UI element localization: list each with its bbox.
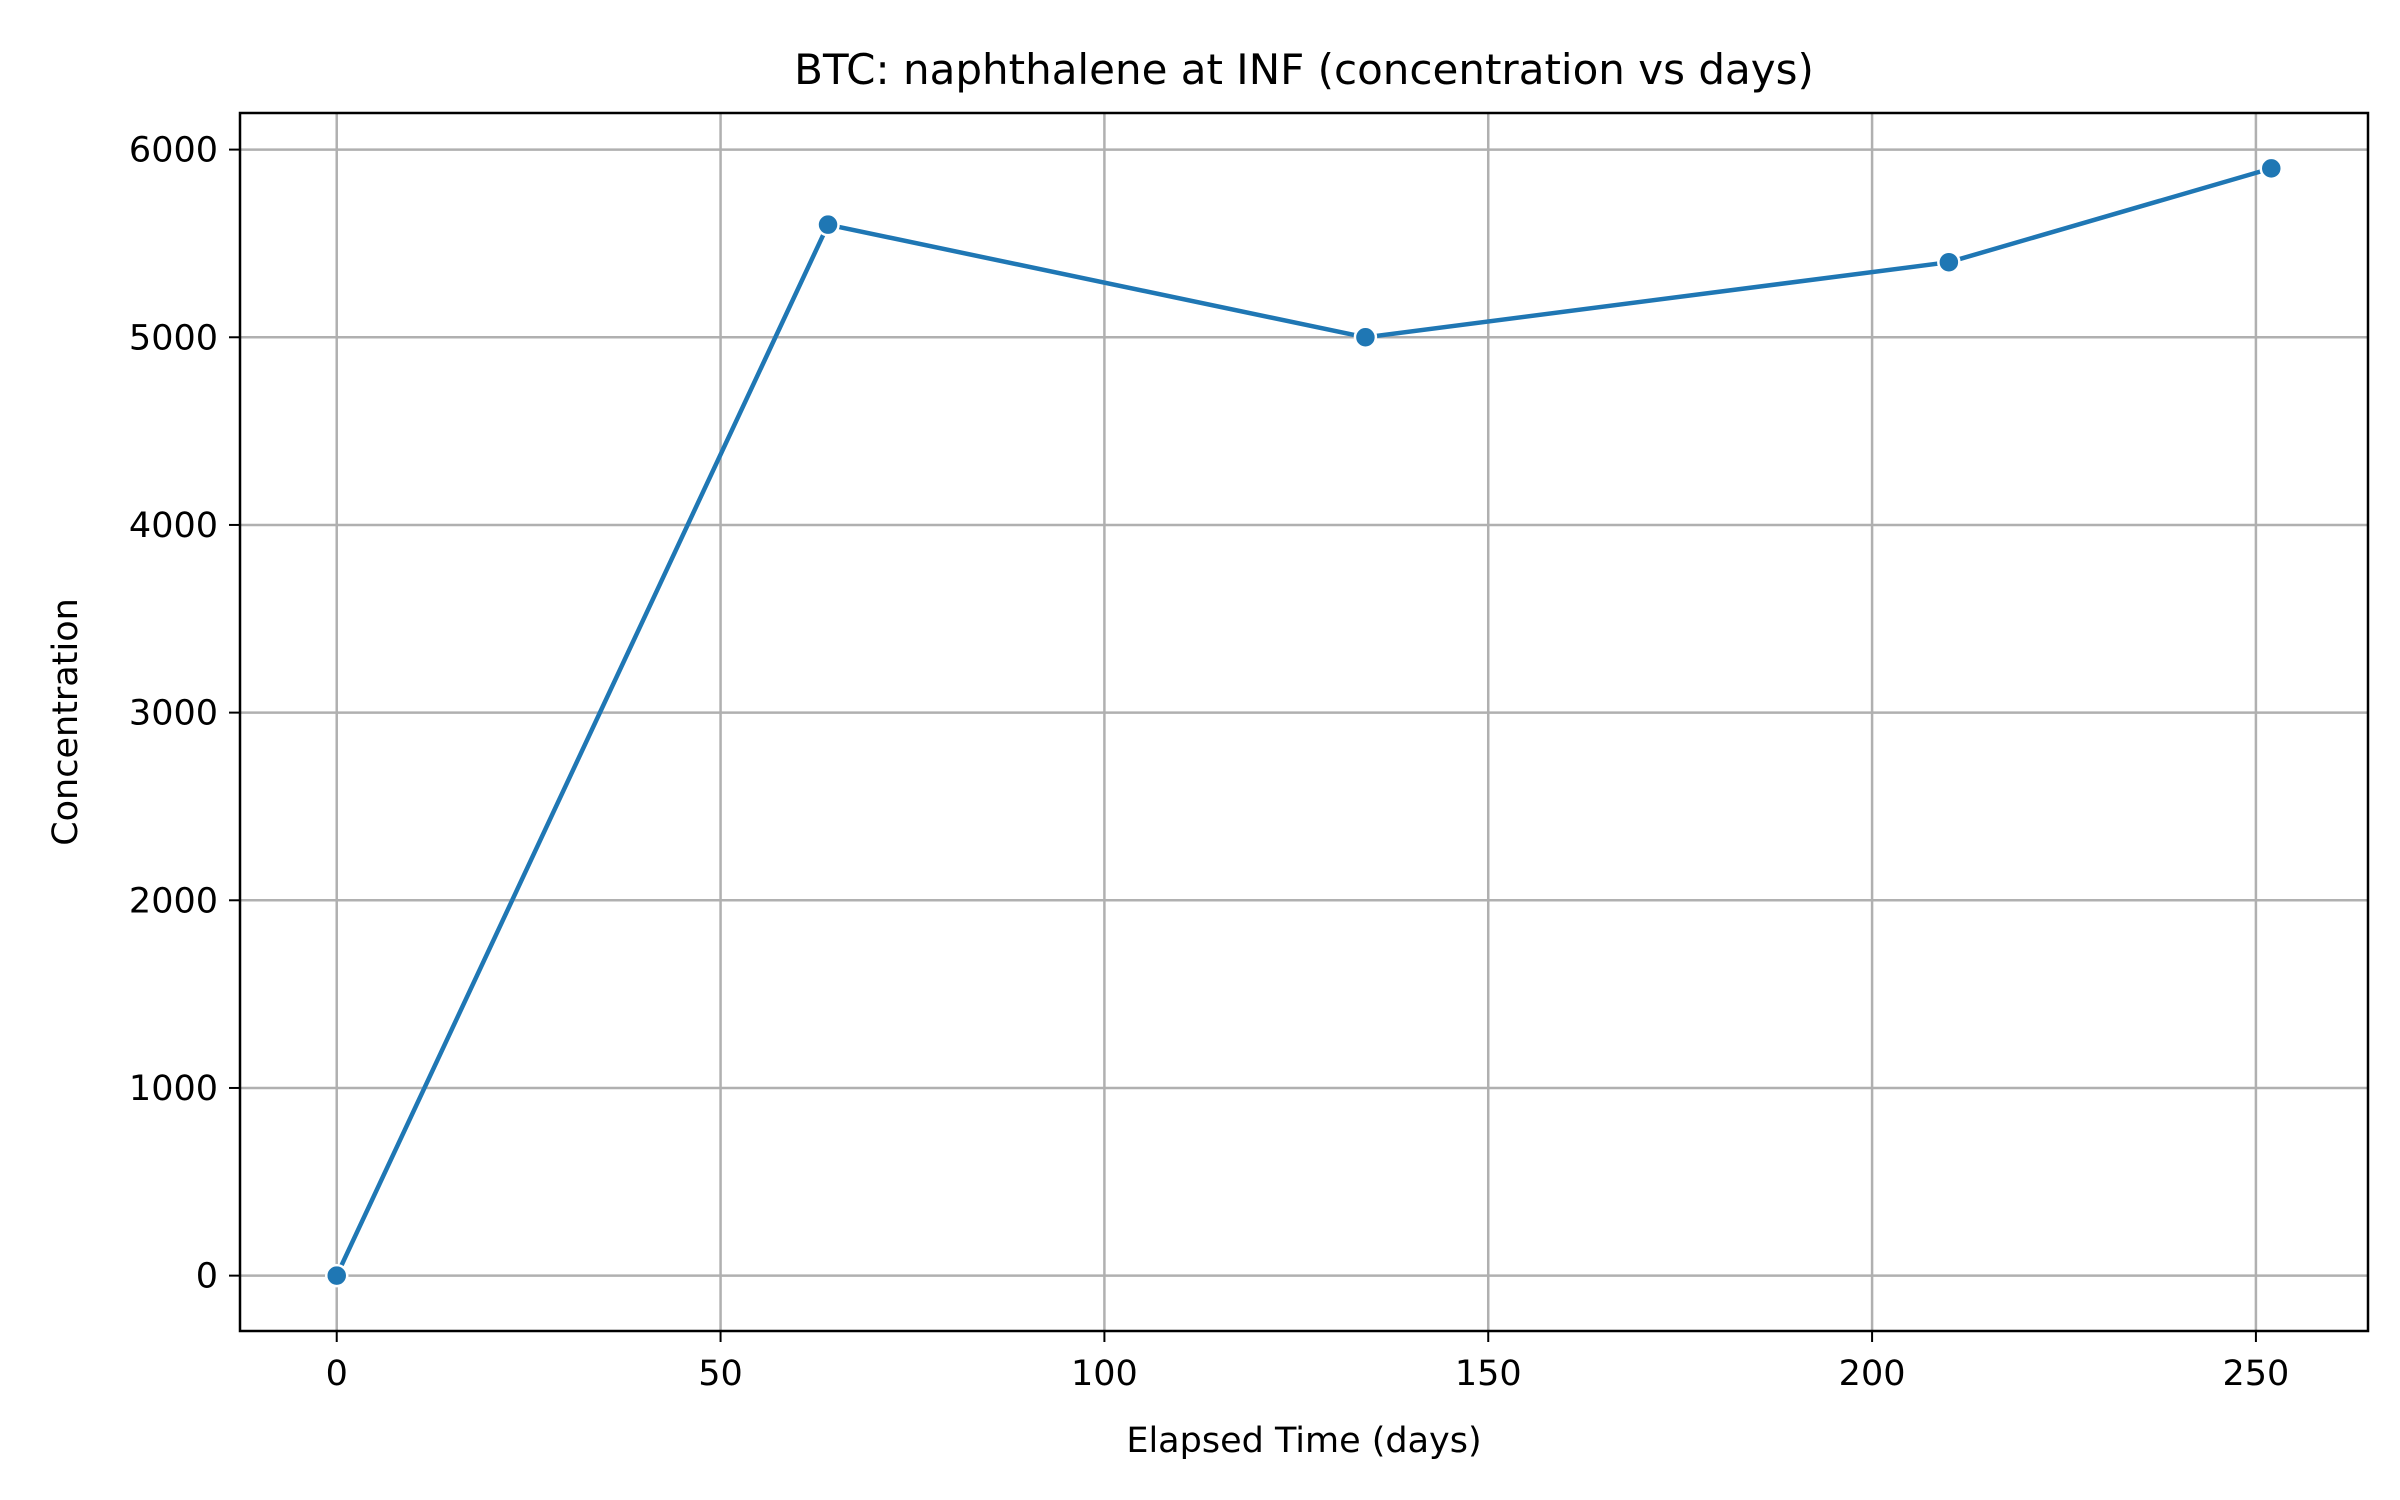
data-point [1937, 250, 1961, 274]
y-tick-label: 6000 [129, 131, 218, 171]
y-tick-label: 5000 [129, 318, 218, 358]
data-point [816, 212, 840, 237]
x-tick-label: 100 [1071, 1354, 1138, 1394]
data-point [2259, 156, 2284, 181]
chart-title: BTC: naphthalene at INF (concentration v… [794, 45, 1814, 94]
x-tick-label: 250 [2223, 1354, 2290, 1394]
series-layer [324, 156, 2284, 1288]
y-tick-label: 0 [196, 1257, 218, 1297]
y-axis-label: Concentration [46, 598, 86, 846]
grid-lines [240, 113, 2368, 1331]
plot-frame [238, 111, 2370, 1333]
data-point [1353, 325, 1378, 350]
y-tick-label: 3000 [129, 694, 218, 734]
x-tick-label: 150 [1455, 1354, 1522, 1394]
x-tick-label: 50 [698, 1354, 743, 1394]
y-tick-label: 1000 [129, 1069, 218, 1109]
x-axis-label: Elapsed Time (days) [1126, 1421, 1481, 1461]
axis-ticks: 0 50 100 150 200 250 0 1000 2000 3000 4000 5000 6000 [129, 131, 2289, 1394]
y-tick-label: 2000 [129, 881, 218, 921]
x-tick-label: 0 [326, 1354, 348, 1394]
y-tick-label: 4000 [129, 506, 218, 546]
x-tick-label: 200 [1839, 1354, 1906, 1394]
data-point [324, 1263, 349, 1288]
